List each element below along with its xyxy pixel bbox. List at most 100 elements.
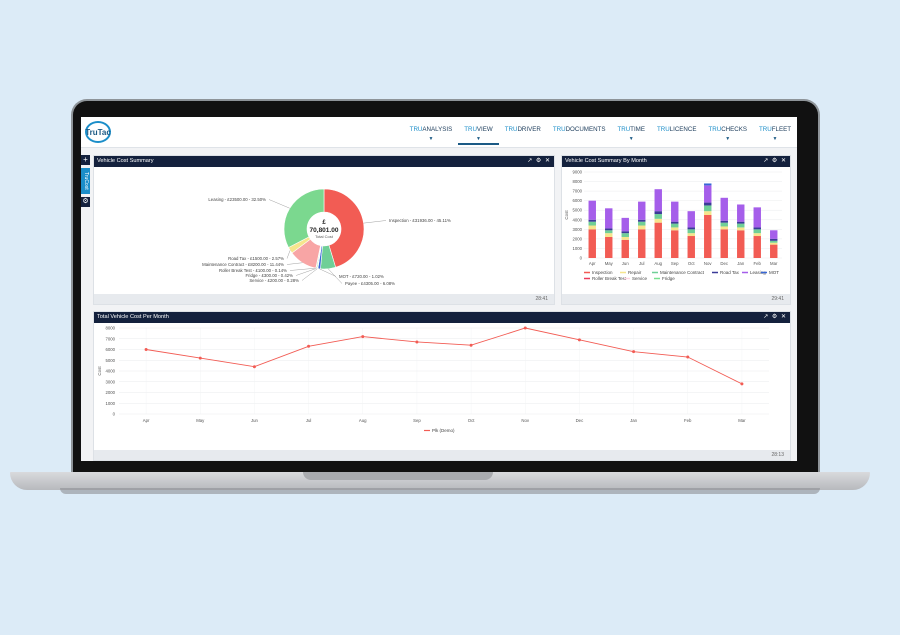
add-widget-button[interactable]: + (81, 155, 90, 165)
legend-label: MOT (769, 270, 779, 275)
data-point (523, 326, 527, 330)
bar-segment (720, 229, 728, 258)
panel-tools[interactable]: ↗ ⚙ ✕ (763, 158, 787, 164)
bar-segment (605, 233, 613, 237)
bar-segment (737, 223, 745, 228)
x-tick-label: Oct (468, 418, 475, 423)
nav-checks[interactable]: TRUCHECKS ▼ (703, 126, 754, 145)
pie-slice-label: Service - £200.00 - 0.28% (249, 278, 299, 283)
chevron-down-icon: ▼ (725, 136, 731, 142)
bar-segment (654, 189, 662, 212)
laptop-base-shadow (60, 488, 820, 494)
x-tick-label: Apr (589, 261, 596, 266)
legend-label: Maintenance Contract (660, 270, 705, 275)
pie-leader-line (289, 267, 316, 271)
x-tick-label: Sep (671, 261, 679, 266)
bar-segment (753, 207, 761, 228)
panel-tools[interactable]: ↗ ⚙ ✕ (763, 314, 787, 320)
y-tick-label: 2000 (572, 236, 582, 241)
donut-total-value: 70,801.00 (310, 227, 339, 234)
y-tick-label: 0 (113, 412, 116, 417)
pie-slice-label: Inspection - £31936.00 - 45.11% (389, 218, 451, 223)
bar-segment (753, 233, 761, 237)
settings-gear-icon[interactable]: ⚙ (81, 197, 90, 207)
bar-segment (621, 233, 629, 237)
nav-licence[interactable]: TRULICENCE (651, 126, 703, 145)
pie-leader-line (295, 268, 317, 276)
cost-summary-donut-chart: Inspection - £31936.00 - 45.11% Payee - £… (202, 188, 451, 286)
trutac-logo[interactable]: TruTac (85, 121, 111, 143)
nav-prefix: TRU (552, 126, 566, 133)
x-tick-label: Jan (737, 261, 745, 266)
pie-leader-line (286, 250, 291, 259)
y-tick-label: 6000 (105, 347, 115, 352)
nav-label: ANALYSIS (422, 126, 453, 133)
pie-slice-label: MOT - £720.00 - 1.02% (339, 274, 384, 279)
data-point (632, 350, 636, 354)
nav-driver[interactable]: TRUDRIVER (499, 126, 547, 145)
x-tick-label: Jun (622, 261, 630, 266)
bar-segment (588, 229, 596, 258)
cost-per-month-line-chart: 0 1000 2000 3000 4000 5000 6000 7000 8000 Cost Apr… (97, 326, 769, 433)
bar-segment (605, 230, 613, 234)
y-tick-label: 1000 (572, 246, 582, 251)
bar-segment (638, 221, 646, 226)
pie-slice-label: Leasing - £23500.00 - 32.50% (208, 197, 266, 202)
legend-label: Fridge (662, 276, 675, 281)
nav-view[interactable]: TRUVIEW ▼ (458, 126, 499, 145)
bar-segment (588, 219, 596, 222)
bar-segment (621, 239, 629, 258)
trucost-tab[interactable]: TruCost (81, 168, 90, 194)
x-tick-label: Nov (521, 418, 529, 423)
nav-fleet[interactable]: TRUFLEET ▼ (753, 126, 797, 145)
panel-tools[interactable]: ↗ ⚙ ✕ (527, 158, 551, 164)
y-tick-label: 9000 (572, 170, 582, 175)
data-point (686, 355, 690, 359)
y-tick-label: 2000 (105, 390, 115, 395)
chevron-down-icon: ▼ (476, 136, 481, 142)
y-tick-label: 4000 (105, 369, 115, 374)
bar-segment (770, 242, 778, 245)
nav-time[interactable]: TRUTIME ▼ (611, 126, 651, 145)
data-point (415, 340, 419, 344)
bar-segment (671, 227, 679, 231)
y-tick-label: 8000 (105, 326, 115, 331)
legend-label: Roller Break Test (592, 276, 627, 281)
bar-segment (687, 227, 695, 230)
y-tick-label: 3000 (105, 379, 115, 384)
bar-segment (720, 226, 728, 230)
pie-leader-line (268, 199, 290, 209)
bar-segment (704, 185, 712, 203)
bar-segment (687, 229, 695, 234)
main-nav: TRUANALYSIS ▼ TRUVIEW ▼ TRUDRIVER TRUDOCUMENT… (404, 126, 797, 145)
panel-footer: 29:41 (562, 294, 790, 304)
bar-segment (737, 221, 745, 224)
pie-slice (283, 188, 325, 248)
laptop-notch (303, 472, 493, 480)
nav-analysis[interactable]: TRUANALYSIS ▼ (404, 126, 459, 145)
nav-documents[interactable]: TRUDOCUMENTS (547, 126, 612, 145)
nav-prefix: TRU (759, 126, 772, 133)
bar-segment (671, 223, 679, 228)
panel-footer: 28:41 (94, 294, 554, 304)
line-series (146, 327, 743, 385)
bar-segment (605, 228, 613, 231)
y-tick-label: 1000 (105, 401, 115, 406)
y-tick-label: 8000 (572, 179, 582, 184)
pie-slice-label: Fridge - £300.00 - 0.42% (245, 273, 293, 278)
bar-segment (621, 231, 629, 234)
bar-segment (737, 204, 745, 222)
bar-segment (770, 238, 778, 241)
x-tick-label: Mar (770, 261, 778, 266)
bar-segment (770, 230, 778, 239)
bar-segment (753, 227, 761, 230)
data-point (307, 344, 311, 348)
bar-segment (704, 215, 712, 258)
bar-segment (588, 221, 596, 226)
x-tick-label: Jul (306, 418, 312, 423)
x-tick-label: Oct (688, 261, 695, 266)
x-tick-label: Aug (654, 261, 662, 266)
bar-segment (720, 220, 728, 223)
x-tick-label: Feb (754, 261, 762, 266)
bar-segment (638, 229, 646, 258)
